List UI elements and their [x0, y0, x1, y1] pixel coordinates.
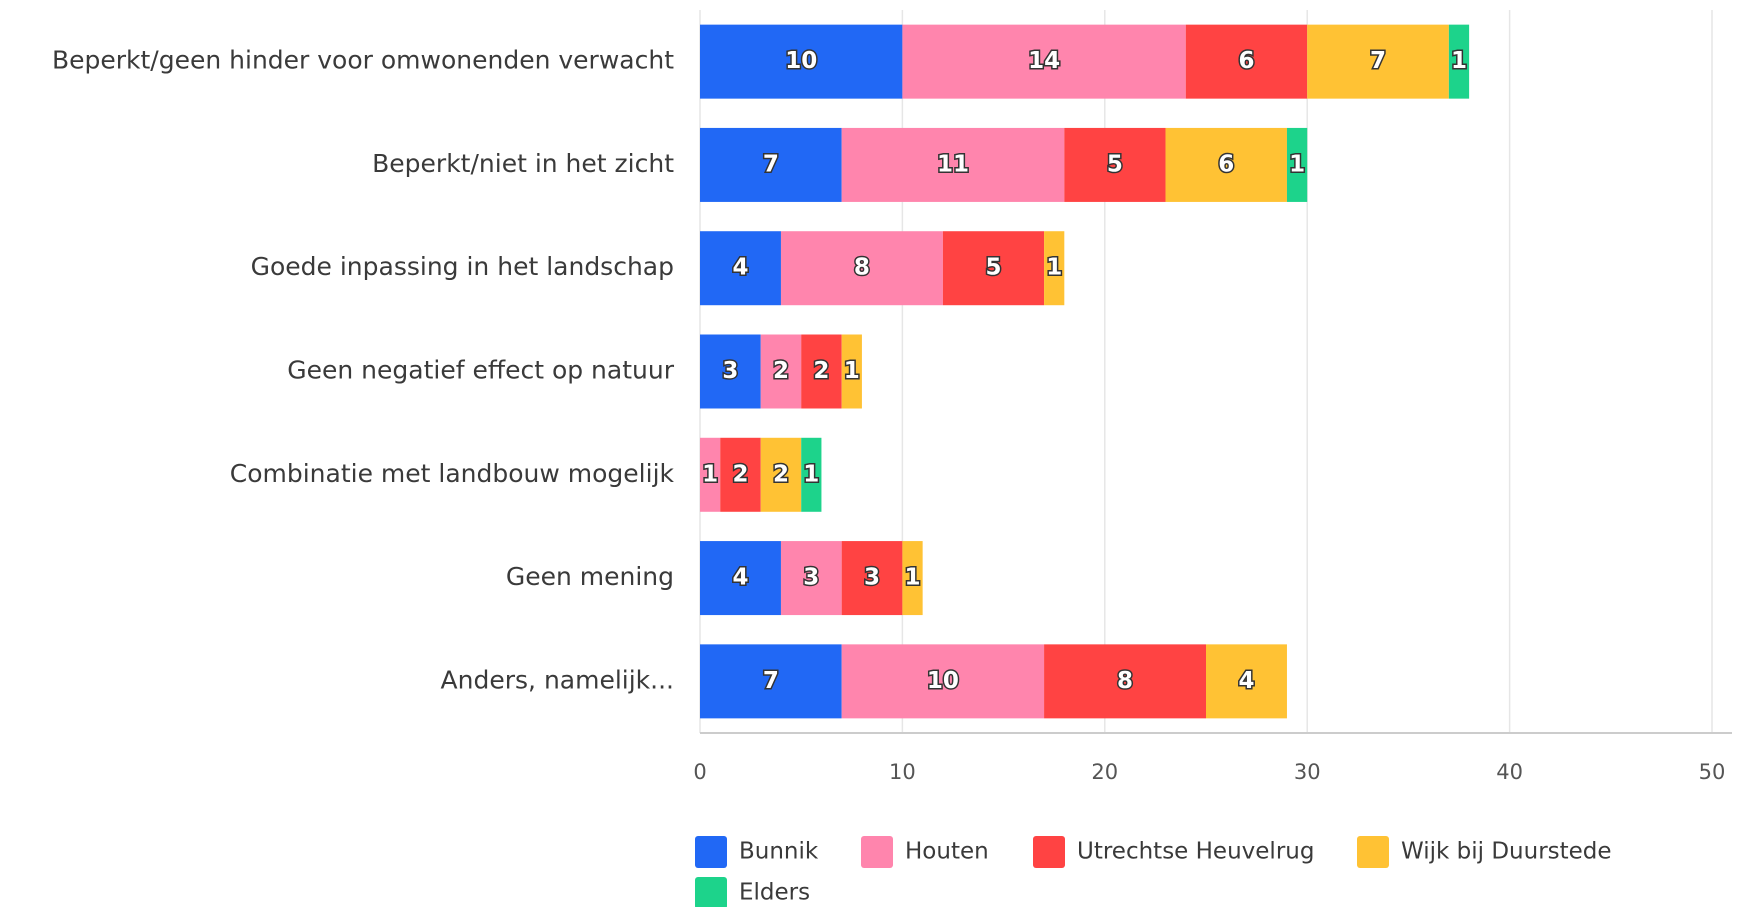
data-label: 3 [864, 565, 880, 591]
data-label: 1 [803, 461, 819, 487]
data-label: 6 [1218, 151, 1234, 177]
data-label: 2 [773, 358, 789, 384]
bar-segment [700, 334, 761, 409]
bar-segment [841, 644, 1045, 719]
bar-segment [942, 231, 1045, 306]
data-label: 2 [732, 461, 748, 487]
bar-segment [760, 334, 802, 409]
data-label: 4 [732, 565, 748, 591]
legend-label: Utrechtse Heuvelrug [1077, 839, 1314, 865]
legend-label: Bunnik [739, 839, 819, 865]
category-label: Beperkt/geen hinder voor omwonenden verw… [52, 46, 674, 75]
category-label: Geen mening [506, 562, 674, 591]
data-label: 4 [732, 255, 748, 281]
bar-segment [760, 437, 802, 512]
category-label: Anders, namelijk... [441, 665, 674, 694]
bar-segment [902, 541, 923, 616]
category-label: Beperkt/niet in het zicht [372, 149, 674, 178]
bar-segment [1185, 24, 1308, 99]
bar-segment [780, 541, 842, 616]
bar-segment [700, 127, 842, 202]
data-label: 8 [854, 255, 870, 281]
bar-segment [1206, 644, 1287, 719]
bar-segment [700, 24, 903, 99]
data-label: 7 [763, 151, 779, 177]
data-label: 1 [1289, 151, 1305, 177]
bar-segment [841, 334, 862, 409]
x-tick-label: 50 [1699, 760, 1726, 784]
bar-segment [780, 231, 943, 306]
data-label: 1 [1046, 255, 1062, 281]
bar-segment [1044, 644, 1206, 719]
bar-segment [1044, 231, 1065, 306]
legend-label: Elders [739, 880, 810, 906]
data-label: 1 [1451, 48, 1467, 74]
legend-swatch [695, 877, 727, 907]
legend-swatch [861, 836, 893, 868]
data-label: 10 [785, 48, 817, 74]
x-tick-label: 20 [1091, 760, 1118, 784]
data-label: 6 [1238, 48, 1254, 74]
bar-segment [1165, 127, 1287, 202]
data-label: 14 [1028, 48, 1060, 74]
data-label: 3 [803, 565, 819, 591]
bar-segment [720, 437, 761, 512]
category-label: Combinatie met landbouw mogelijk [230, 459, 675, 488]
data-label: 7 [1370, 48, 1386, 74]
x-tick-label: 10 [889, 760, 916, 784]
data-label: 7 [763, 668, 779, 694]
bar-segment [1307, 24, 1449, 99]
bar-segment [902, 24, 1186, 99]
bar-segment [801, 437, 822, 512]
data-label: 2 [773, 461, 789, 487]
legend-swatch [695, 836, 727, 868]
data-label: 11 [937, 151, 969, 177]
category-label: Goede inpassing in het landschap [251, 252, 674, 281]
bar-segment [700, 437, 721, 512]
bar-segment [841, 127, 1065, 202]
data-label: 5 [1107, 151, 1123, 177]
bar-segment [1286, 127, 1308, 202]
x-tick-label: 40 [1496, 760, 1523, 784]
bar-segment [1064, 127, 1166, 202]
data-label: 1 [844, 358, 860, 384]
bar-segment [841, 541, 903, 616]
bar-segment [1448, 24, 1470, 99]
legend-label: Houten [905, 839, 989, 865]
legend-label: Wijk bij Duurstede [1401, 839, 1612, 865]
data-label: 5 [985, 255, 1001, 281]
data-label: 4 [1238, 668, 1254, 694]
x-tick-label: 0 [693, 760, 706, 784]
data-label: 2 [813, 358, 829, 384]
bar-segment [801, 334, 842, 409]
bar-segment [700, 644, 842, 719]
legend-swatch [1357, 836, 1389, 868]
data-label: 1 [905, 565, 921, 591]
data-label: 10 [927, 668, 959, 694]
data-label: 8 [1117, 668, 1133, 694]
data-label: 1 [702, 461, 718, 487]
x-tick-label: 30 [1294, 760, 1321, 784]
data-label: 3 [722, 358, 738, 384]
bar-segment [700, 231, 781, 306]
category-label: Geen negatief effect op natuur [287, 356, 674, 385]
bar-segment [700, 541, 781, 616]
legend-swatch [1033, 836, 1065, 868]
